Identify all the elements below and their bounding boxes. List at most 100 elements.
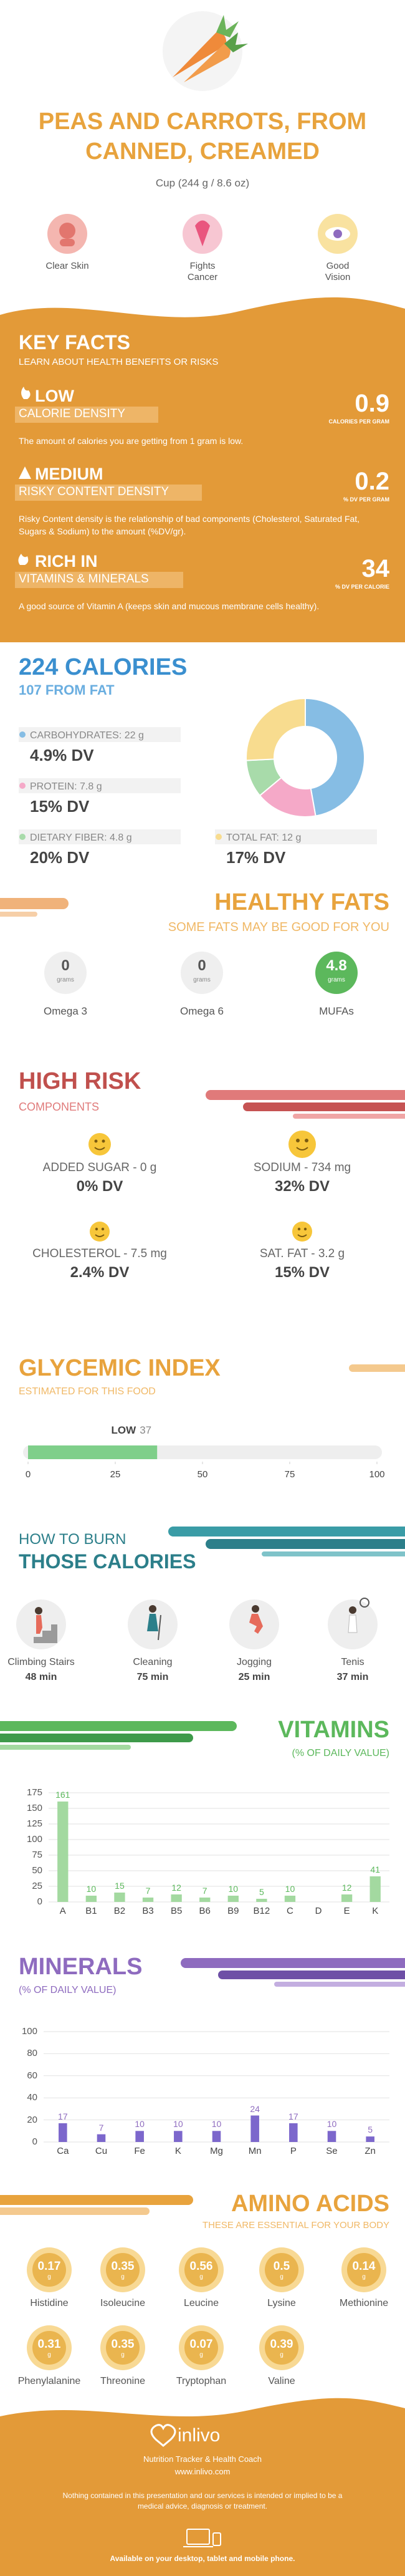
nutrient-dot bbox=[19, 731, 26, 738]
amino-name: Methionine bbox=[339, 2298, 389, 2308]
amino-value: 0.14 bbox=[352, 2260, 376, 2273]
amino-value: 0.07 bbox=[189, 2338, 213, 2351]
x-tick-label: Ca bbox=[57, 2146, 69, 2156]
fat-value: 4.8 bbox=[326, 957, 347, 974]
nutrient-label-band bbox=[215, 829, 377, 844]
fat-name: MUFAs bbox=[319, 1005, 354, 1017]
tagline: Nutrition Tracker & Health Coach bbox=[143, 2454, 262, 2464]
gi-tick-label: 75 bbox=[284, 1469, 295, 1480]
gi-tick-label: 25 bbox=[110, 1469, 121, 1480]
section-subtitle: 107 FROM FAT bbox=[19, 682, 115, 698]
x-tick-label: Zn bbox=[364, 2146, 376, 2156]
section-stripes bbox=[0, 2195, 193, 2215]
y-tick-label: 25 bbox=[32, 1881, 42, 1891]
value-label: 161 bbox=[55, 1790, 70, 1800]
section-stripes bbox=[206, 1090, 405, 1119]
section-title: MINERALS bbox=[19, 1954, 143, 1980]
food-illustration bbox=[163, 11, 248, 91]
section-subtitle: SOME FATS MAY BE GOOD FOR YOU bbox=[168, 920, 389, 934]
y-tick-label: 125 bbox=[26, 1818, 42, 1829]
nutrient-label: PROTEIN: 7.8 g bbox=[30, 781, 102, 792]
x-tick-label: Cu bbox=[95, 2146, 108, 2156]
risk-label: SODIUM - 734 mg bbox=[253, 1161, 351, 1174]
value-label: 10 bbox=[228, 1884, 239, 1894]
section-title: HOW TO BURN bbox=[19, 1531, 126, 1548]
value-label: 10 bbox=[135, 2119, 145, 2130]
value-label: 10 bbox=[86, 1884, 97, 1894]
section-title: 224 CALORIES bbox=[19, 654, 188, 680]
amino-name: Threonine bbox=[100, 2376, 146, 2386]
risk-label: CHOLESTEROL - 7.5 mg bbox=[32, 1247, 167, 1260]
nutrient-label-band bbox=[19, 778, 181, 793]
risk-icons bbox=[88, 1131, 316, 1242]
value-label: 10 bbox=[211, 2119, 222, 2130]
bar bbox=[135, 2131, 144, 2142]
amino-unit: g bbox=[47, 2274, 51, 2280]
amino-inner bbox=[184, 2331, 218, 2365]
bar bbox=[327, 2131, 336, 2142]
bar bbox=[256, 1899, 267, 1902]
gi-bar bbox=[28, 1445, 158, 1459]
fat-unit: grams bbox=[193, 977, 211, 983]
benefit-label: Clear Skin bbox=[45, 261, 89, 271]
amino-unit: g bbox=[121, 2352, 125, 2358]
y-tick-label: 100 bbox=[26, 1834, 42, 1845]
section-subtitle: LEARN ABOUT HEALTH BENEFITS OR RISKS bbox=[19, 357, 219, 367]
x-tick-label: E bbox=[343, 1906, 350, 1916]
fat-value: 0 bbox=[198, 957, 206, 974]
amino-inner bbox=[106, 2253, 140, 2287]
fact-description: The amount of calories you are getting f… bbox=[19, 436, 244, 446]
benefit-icons bbox=[47, 214, 358, 254]
fact-label: CALORIE DENSITY bbox=[19, 407, 126, 420]
y-tick-label: 0 bbox=[37, 1896, 42, 1907]
bar bbox=[59, 2123, 67, 2142]
y-tick-label: 60 bbox=[27, 2070, 37, 2081]
y-tick-label: 75 bbox=[32, 1850, 42, 1860]
x-tick-label: Mg bbox=[210, 2146, 223, 2156]
gi-level: LOW bbox=[111, 1424, 136, 1436]
fact-description: Risky Content density is the relationshi… bbox=[19, 514, 360, 537]
section-stripes bbox=[349, 1364, 405, 1372]
fact-label-band bbox=[15, 485, 202, 501]
amino-inner bbox=[265, 2331, 298, 2365]
value-label: 12 bbox=[171, 1883, 181, 1893]
fact-level: MEDIUM bbox=[35, 465, 103, 483]
value-label: 24 bbox=[250, 2103, 260, 2114]
nutrient-label: TOTAL FAT: 12 g bbox=[226, 832, 302, 843]
fact-icon bbox=[19, 466, 31, 479]
amino-value: 0.35 bbox=[111, 2338, 135, 2351]
footer-background bbox=[0, 2398, 405, 2576]
bar bbox=[366, 2136, 374, 2142]
gi-tick-label: 100 bbox=[369, 1469, 385, 1480]
bar bbox=[97, 2134, 106, 2142]
amino-value: 0.39 bbox=[270, 2338, 293, 2351]
x-tick-label: K bbox=[372, 1906, 379, 1916]
activity-name: Tenis bbox=[341, 1657, 364, 1667]
nutrient-label: DIETARY FIBER: 4.8 g bbox=[30, 832, 132, 843]
amino-inner bbox=[32, 2331, 66, 2365]
amino-inner bbox=[265, 2253, 298, 2287]
section-title: KEY FACTS bbox=[19, 331, 130, 354]
value-label: 7 bbox=[145, 1886, 151, 1896]
x-tick-label: D bbox=[315, 1906, 322, 1916]
value-label: 10 bbox=[285, 1884, 295, 1894]
benefit-label: Good Vision bbox=[325, 261, 351, 282]
value-label: 5 bbox=[259, 1887, 264, 1897]
fact-label: VITAMINS & MINERALS bbox=[19, 572, 149, 586]
activity-time: 75 min bbox=[136, 1672, 169, 1682]
section-subtitle: (% OF DAILY VALUE) bbox=[19, 1985, 117, 1995]
y-tick-label: 20 bbox=[27, 2114, 37, 2125]
fact-unit: CALORIES PER GRAM bbox=[328, 418, 389, 425]
y-tick-label: 40 bbox=[27, 2092, 37, 2103]
fat-unit: grams bbox=[328, 977, 345, 983]
bar bbox=[227, 1896, 239, 1902]
amino-name: Phenylalanine bbox=[17, 2376, 81, 2386]
section-subtitle: THOSE CALORIES bbox=[19, 1550, 196, 1573]
section-stripes bbox=[181, 1958, 405, 1987]
section-stripes bbox=[0, 1721, 237, 1750]
section-title: VITAMINS bbox=[278, 1717, 389, 1743]
bar bbox=[142, 1898, 154, 1902]
amino-value: 0.31 bbox=[37, 2338, 61, 2351]
activity-icons bbox=[16, 1598, 378, 1649]
